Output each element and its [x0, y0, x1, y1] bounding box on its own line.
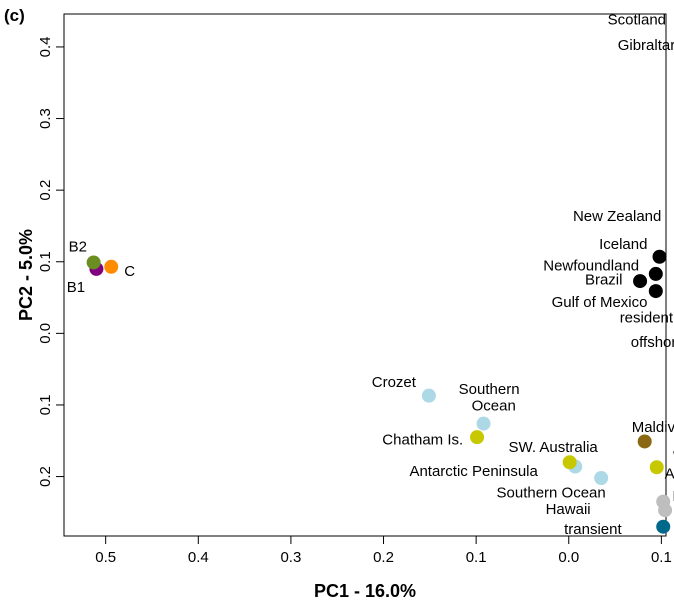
point-label: Gulf of Mexico	[552, 294, 648, 311]
data-point	[658, 503, 673, 518]
y-axis: 0.4 0.3 0.2 0.1 0.0 0.1 0.2	[37, 37, 64, 487]
point-label: B2	[69, 239, 87, 256]
point-label: B1	[67, 279, 85, 296]
x-axis: 0.5 0.4 0.3 0.2 0.1 0.0 0.1	[95, 536, 672, 566]
point-label: Southern	[459, 381, 520, 398]
point-label: Gibraltar	[618, 37, 674, 54]
point-label: SW. Australia	[509, 439, 599, 456]
point-label: offshore	[631, 334, 674, 351]
x-tick-label: 0.3	[280, 549, 301, 566]
plot-frame	[63, 13, 667, 537]
x-tick-label: 0.1	[466, 549, 487, 566]
y-tick-label: 0.4	[37, 37, 54, 58]
x-axis-label: PC1 - 16.0%	[314, 581, 416, 601]
y-tick-label: 0.1	[37, 395, 54, 416]
point-label: Ocean	[472, 398, 516, 415]
data-point	[656, 519, 671, 534]
data-point	[652, 249, 667, 264]
x-tick-label: 0.5	[95, 549, 116, 566]
data-point	[470, 430, 485, 445]
data-point	[648, 284, 663, 299]
y-tick-label: 0.1	[37, 251, 54, 272]
y-axis-label: PC2 - 5.0%	[16, 229, 36, 321]
data-point	[86, 255, 101, 270]
point-label: Southern Ocean	[497, 484, 606, 501]
point-label: W.	[673, 449, 674, 466]
data-point	[421, 388, 436, 403]
point-label: C	[124, 263, 135, 280]
point-label: Maldives	[632, 419, 674, 436]
y-tick-label: 0.0	[37, 323, 54, 344]
x-tick-label: 0.1	[651, 549, 672, 566]
data-point	[633, 274, 648, 289]
data-point	[476, 416, 491, 431]
point-label: Chatham Is.	[382, 431, 463, 448]
point-label: Scotland	[608, 12, 666, 29]
point-label: transient	[564, 521, 622, 538]
point-label: Iceland	[599, 236, 647, 253]
data-point	[594, 471, 609, 485]
x-tick-label: 0.4	[188, 549, 209, 566]
point-label: New Zealand	[573, 208, 661, 225]
x-tick-label: 0.0	[558, 549, 579, 566]
point-label: Newfoundland	[543, 257, 639, 274]
data-point	[648, 266, 663, 281]
x-tick-label: 0.2	[373, 549, 394, 566]
point-labels: ScotlandGibraltarGabonNew ZealandIceland…	[67, 12, 674, 538]
data-point	[637, 434, 652, 449]
panel-label: (c)	[4, 6, 25, 25]
data-point	[562, 455, 577, 470]
point-label: resident	[620, 310, 674, 327]
y-tick-label: 0.2	[37, 466, 54, 487]
y-tick-label: 0.2	[37, 180, 54, 201]
y-tick-label: 0.3	[37, 108, 54, 129]
point-label: ETP	[672, 488, 674, 505]
point-label: Brazil	[585, 272, 623, 289]
point-label: Hawaii	[546, 501, 591, 518]
point-label: Antarctic Peninsula	[409, 463, 538, 480]
point-label: Crozet	[372, 374, 417, 391]
data-points	[86, 249, 673, 534]
point-label: Australia	[665, 466, 674, 483]
data-point	[104, 259, 119, 274]
data-point	[649, 460, 664, 475]
